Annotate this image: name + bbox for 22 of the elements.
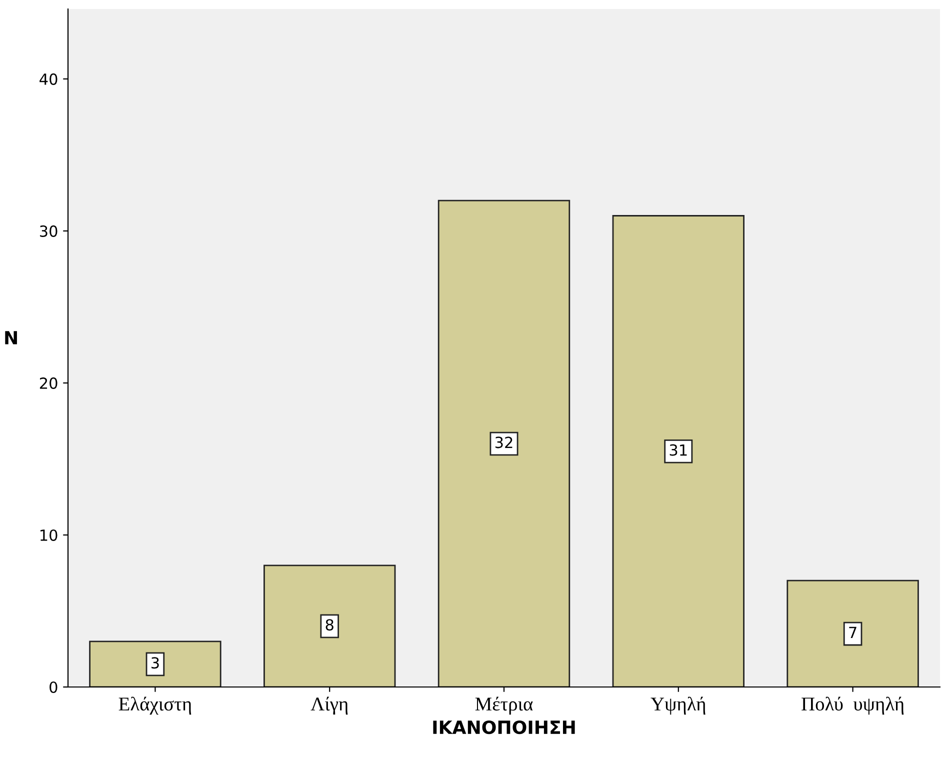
bar	[264, 564, 396, 687]
x-tick-label: Υψηλή	[650, 696, 706, 715]
x-axis-title: ΙΚΑΝΟΠΟΙΗΣΗ	[433, 720, 575, 734]
bar	[89, 640, 222, 687]
bar	[786, 580, 919, 687]
data-label: 7	[849, 626, 856, 638]
data-label: 3	[152, 657, 159, 669]
x-tick-label: Ελάχιστη	[118, 696, 192, 715]
bar	[612, 215, 744, 687]
x-tick-label: Λίγη	[310, 696, 348, 715]
y-axis-title: N	[5, 331, 17, 344]
y-tick-label: 20	[40, 377, 58, 389]
data-label: 32	[495, 436, 512, 448]
x-tick-label: Πολύ υψηλή	[802, 696, 904, 715]
y-tick-label: 10	[40, 529, 58, 542]
y-tick-label: 40	[40, 73, 58, 85]
bar	[438, 200, 570, 687]
y-tick-label: 30	[40, 225, 58, 237]
x-tick-label: Μέτρια	[475, 696, 533, 715]
data-label: 8	[326, 619, 334, 631]
y-tick-label: 0	[50, 681, 58, 694]
data-label: 31	[670, 444, 687, 456]
